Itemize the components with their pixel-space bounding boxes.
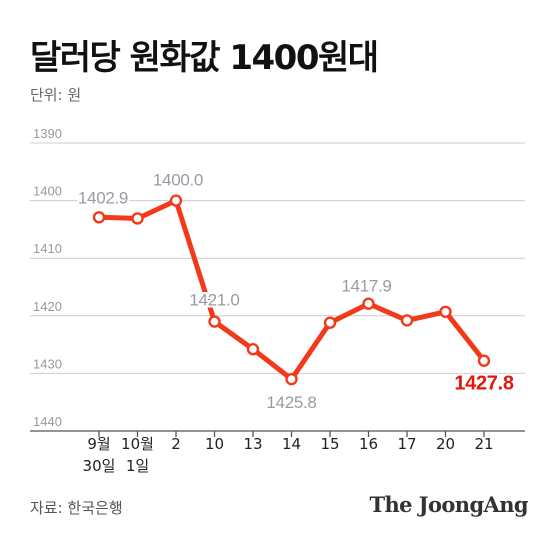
x-tick-label: 2 (171, 435, 181, 453)
brand-logo: The JoongAng (369, 492, 528, 517)
data-label: 1421.0 (189, 291, 239, 310)
x-tick-label: 10 (205, 435, 224, 453)
y-tick-label: 1400 (33, 184, 62, 199)
data-label-layer: 1402.9 1400.0 1421.0 1425.8 1417.9 1427.8 (76, 169, 516, 415)
data-point (362, 297, 375, 310)
last-value-label: 1427.8 (454, 373, 514, 395)
x-tick-label: 1일 (126, 457, 149, 475)
x-tick-label: 16 (359, 435, 378, 453)
series-line (96, 198, 487, 382)
data-label: 1400.0 (153, 171, 203, 190)
x-tick-label: 20 (436, 435, 455, 453)
x-tick-label: 15 (320, 435, 339, 453)
x-tick-label: 21 (474, 435, 493, 453)
y-tick-label: 1390 (33, 126, 62, 141)
grid-layer (30, 142, 525, 432)
x-tick-label: 13 (243, 435, 262, 453)
data-point (400, 314, 414, 327)
unit-label: 단위: 원 (30, 86, 82, 104)
data-point (477, 354, 491, 367)
chart-title: 달러당 원화값 1400원대 (30, 38, 379, 78)
x-tick-label: 9월 (87, 435, 110, 453)
x-axis: 9월 30일 10월 1일 2 10 13 14 15 16 17 20 21 (30, 430, 525, 475)
data-point (169, 194, 183, 207)
data-point-layer (92, 194, 491, 386)
x-tick-label: 14 (282, 435, 301, 453)
data-point (92, 211, 106, 224)
data-label: 1402.9 (78, 188, 128, 207)
data-point (246, 343, 260, 356)
data-label: 1417.9 (341, 277, 391, 296)
series-line-layer (96, 198, 487, 382)
data-point (323, 316, 337, 329)
data-point (131, 212, 144, 225)
x-tick-label: 17 (397, 435, 416, 453)
y-tick-label: 1430 (33, 356, 62, 371)
data-point (208, 315, 221, 328)
data-point (285, 372, 298, 386)
y-axis: 1390 1400 1410 1420 1430 1440 (33, 126, 62, 429)
y-tick-label: 1440 (33, 414, 62, 429)
x-tick-label: 10월 (121, 435, 154, 453)
data-point (439, 305, 452, 318)
source-note: 자료: 한국은행 (30, 499, 123, 517)
y-tick-label: 1420 (33, 299, 62, 314)
x-tick-label: 30일 (83, 457, 116, 475)
data-label: 1425.8 (266, 393, 316, 412)
y-tick-label: 1410 (33, 241, 62, 256)
